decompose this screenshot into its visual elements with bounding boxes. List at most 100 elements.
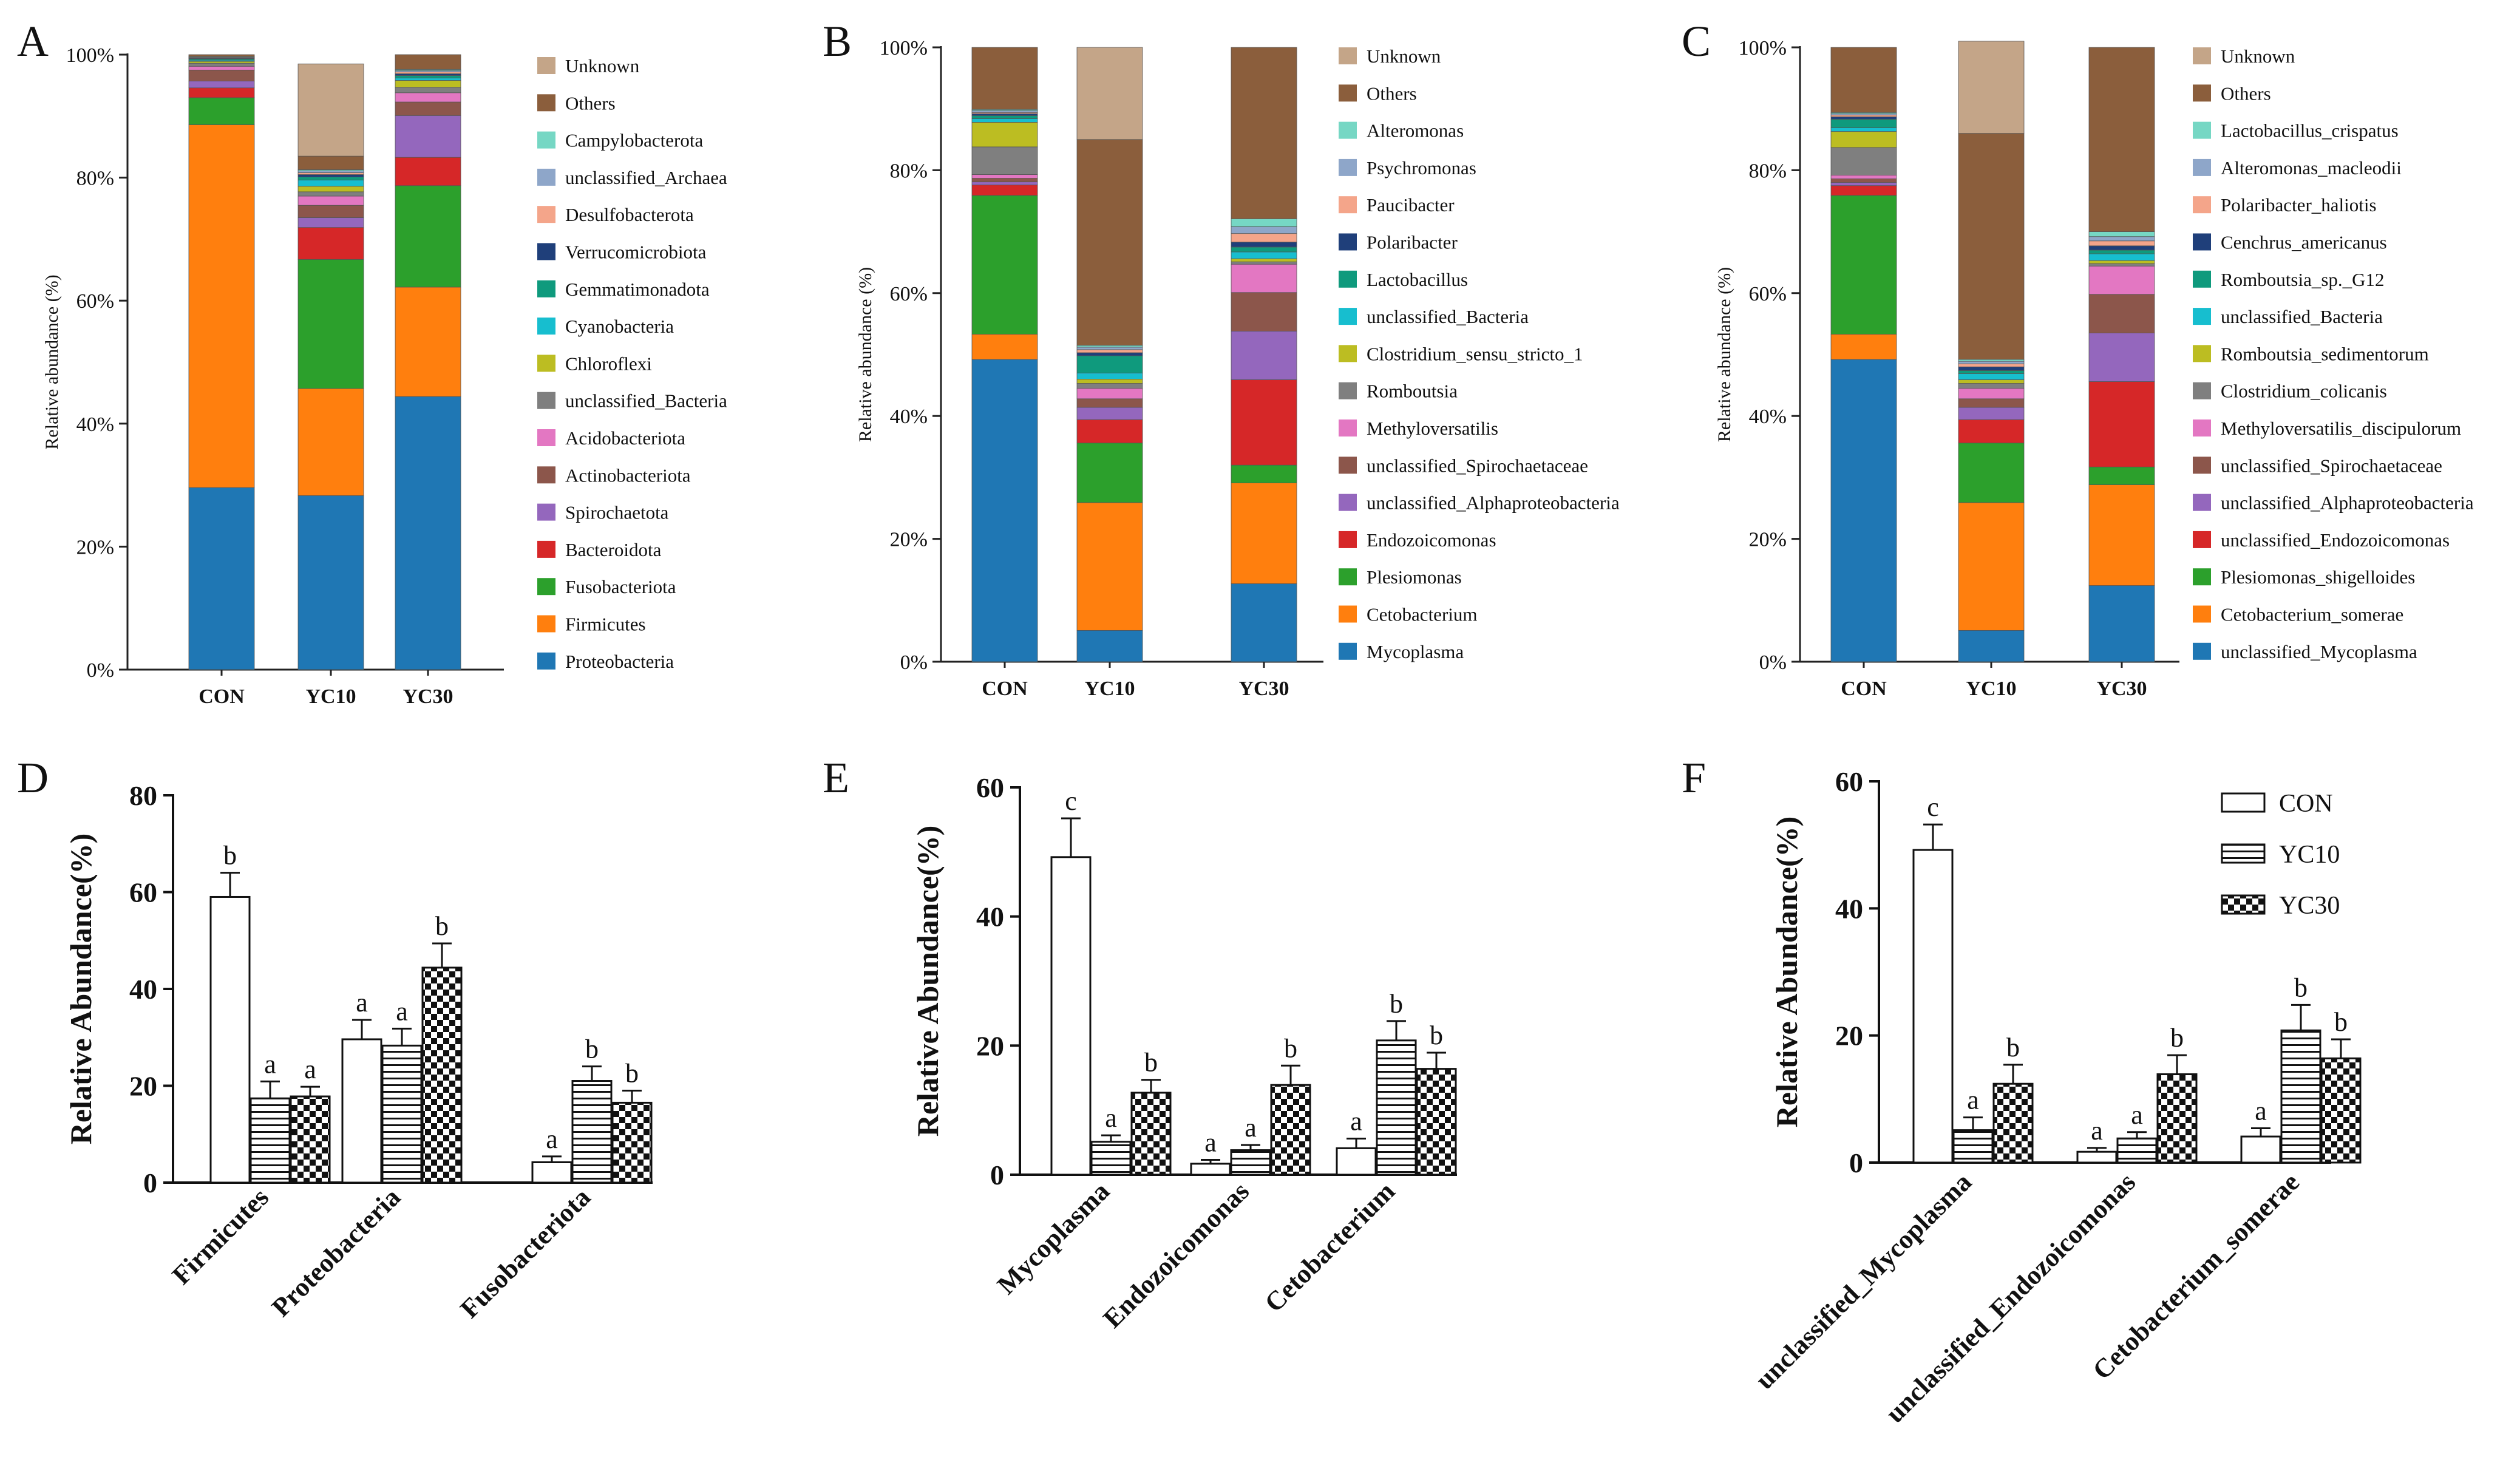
panel-b-bar-yc30-unclassified-spirochaetaceae [1231, 292, 1297, 331]
panel-b-bar-yc30-paucibacter [1231, 233, 1297, 243]
panel-a-y-tick-label: 100% [66, 44, 114, 67]
panel-c-legend-swatch-romboutsia-sp-g12 [2193, 270, 2211, 288]
panel-a-legend-swatch-fusobacteriota [537, 578, 555, 596]
panel-b-y-tick-label: 60% [890, 283, 928, 305]
panel-a-legend-swatch-desulfobacterota [537, 206, 555, 223]
panel-a-bar-yc10-spirochaetota [297, 217, 364, 228]
panel-letter-d: D [17, 753, 49, 802]
panel-c-legend-label-plesiomonas-shigelloides: Plesiomonas_shigelloides [2221, 566, 2415, 588]
panel-a-y-tick-label: 40% [76, 413, 114, 436]
panel-a-legend-label-desulfobacterota: Desulfobacterota [565, 204, 694, 225]
panel-a-legend-label-firmicutes: Firmicutes [565, 614, 646, 635]
panel-c-legend-swatch-alteromonas-macleodii [2193, 158, 2211, 176]
panel-d-bar-proteobacteria-con [341, 1038, 382, 1184]
panel-b-bar-con-cetobacterium [971, 334, 1038, 360]
panel-c-legend-label-unclassified-spirochaetaceae: unclassified_Spirochaetaceae [2221, 455, 2442, 476]
panel-e-y-tick-label: 20 [976, 1030, 1004, 1061]
panel-a-legend-label-acidobacteriota: Acidobacteriota [565, 427, 685, 449]
panel-d-sig-letter-firmicutes-con: b [223, 841, 237, 871]
panel-b-bar-con-unclassified-spirochaetaceae [971, 178, 1038, 183]
panel-b-legend-swatch-romboutsia [1339, 382, 1357, 399]
panel-a-legend-swatch-others [537, 94, 555, 112]
panel-b-legend-label-polaribacter: Polaribacter [1367, 232, 1458, 253]
panel-letter-a: A [17, 17, 49, 66]
panel-c-bar-yc10-methyloversatilis-discipulorum [1958, 388, 2025, 399]
panel-d-sig-letter-fusobacteriota-yc30: b [625, 1058, 639, 1088]
panel-b-legend-swatch-clostridium-sensu-stricto-1 [1339, 345, 1357, 362]
panel-a-legend-label-verrucomicrobiota: Verrucomicrobiota [565, 242, 707, 263]
panel-d-sig-letter-proteobacteria-yc10: a [396, 996, 408, 1026]
panel-e-bar-endozoicomonas-con [1190, 1163, 1231, 1176]
panel-c-bar-yc30-unclassified-mycoplasma [2088, 585, 2155, 662]
panel-a-bar-yc30-spirochaetota [395, 115, 461, 158]
panel-a-bar-yc30-verrucomicrobiota [395, 73, 461, 76]
panel-e-y-axis-label: Relative Abundance(%) [911, 826, 945, 1137]
panel-d-bar-proteobacteria-yc30 [421, 966, 463, 1184]
panel-b-bar-yc30-clostridium-sensu-stricto-1 [1231, 258, 1297, 262]
panel-b-bar-yc30-mycoplasma [1231, 583, 1297, 662]
panel-a-legend-swatch-unclassified-bacteria [537, 392, 555, 409]
panel-d-y-tick-label: 60 [129, 877, 157, 908]
panel-letter-c: C [1682, 17, 1711, 66]
panel-d-bar-firmicutes-yc10 [250, 1097, 291, 1184]
panel-a-legend-label-bacteroidota: Bacteroidota [565, 539, 662, 560]
panel-a-bar-con-fusobacteriota [188, 97, 255, 125]
panel-b-bar-yc10-unknown [1076, 47, 1143, 140]
panel-a-y-tick-label: 0% [87, 659, 114, 682]
panel-c-bar-yc30-plesiomonas-shigelloides [2088, 466, 2155, 485]
panel-b-bar-con-unclassified-alphaproteobacteria [971, 182, 1038, 186]
panel-f-bar-cetobacterium-somerae-yc30 [2320, 1057, 2362, 1164]
panel-e-bar-cetobacterium-yc10 [1376, 1039, 1417, 1176]
panel-a-bar-con-firmicutes [188, 124, 255, 488]
panel-c-legend-label-methyloversatilis-discipulorum: Methyloversatilis_discipulorum [2221, 418, 2461, 439]
panel-e-y-tick-label: 60 [976, 772, 1004, 803]
panel-b-bar-yc10-paucibacter [1076, 349, 1143, 353]
panel-a-y-tick-label: 20% [76, 536, 114, 559]
panel-f-sig-letter-unclassified-mycoplasma-yc10: a [1967, 1085, 1979, 1115]
panel-a-legend-label-cyanobacteria: Cyanobacteria [565, 316, 674, 337]
panel-c-bar-yc10-unclassified-mycoplasma [1958, 630, 2025, 662]
panel-b-stacked-chart: 0% 20% 40% 60% 80% 100% Relative abundance (%)… [855, 37, 1620, 700]
panel-b-y-tick-label: 80% [890, 160, 928, 182]
panel-c-bar-yc10-unknown [1958, 41, 2025, 134]
panel-c-legend-label-polaribacter-haliotis: Polaribacter_haliotis [2221, 194, 2377, 216]
panel-f-sig-letter-unclassified-mycoplasma-con: c [1927, 792, 1939, 822]
panel-a-x-tick-label-con: CON [199, 685, 245, 708]
panel-e-sig-letter-endozoicomonas-con: a [1204, 1128, 1217, 1158]
panel-a-bar-yc10-proteobacteria [297, 495, 364, 670]
panel-c-x-tick-label-con: CON [1841, 678, 1887, 700]
panel-f-bar-unclassified-mycoplasma-con [1912, 849, 1954, 1164]
panel-f-legend-label-yc10: YC10 [2279, 841, 2340, 869]
panel-a-bar-yc30-actinobacteriota [395, 101, 461, 116]
panel-e-bar-cetobacterium-yc30 [1416, 1068, 1457, 1176]
panel-b-legend-swatch-unclassified-bacteria [1339, 308, 1357, 325]
panel-c-y-tick-label: 20% [1749, 529, 1787, 551]
panel-a-legend-swatch-chloroflexi [537, 355, 555, 372]
panel-c-legend-label-unclassified-alphaproteobacteria: unclassified_Alphaproteobacteria [2221, 492, 2474, 514]
panel-f-bar-unclassified-endozoicomonas-yc30 [2156, 1073, 2198, 1164]
panel-f-sig-letter-cetobacterium-somerae-con: a [2255, 1096, 2267, 1126]
panel-c-bar-con-polaribacter-haliotis [1830, 114, 1897, 117]
panel-c-legend-swatch-unclassified-bacteria [2193, 308, 2211, 325]
panel-a-bar-con-actinobacteriota [188, 69, 255, 81]
panel-e-bar-mycoplasma-yc10 [1090, 1141, 1132, 1176]
panel-b-bar-con-others [971, 47, 1038, 110]
panel-d-sig-letter-firmicutes-yc10: a [264, 1049, 276, 1079]
panel-b-legend-label-methyloversatilis: Methyloversatilis [1367, 418, 1498, 439]
panel-f-bar-cetobacterium-somerae-con [2240, 1135, 2281, 1164]
panel-c-y-tick-label: 100% [1739, 37, 1787, 59]
panel-c-legend-swatch-lactobacillus-crispatus [2193, 121, 2211, 139]
panel-c-bar-con-unclassified-endozoicomonas [1830, 185, 1897, 196]
panel-b-bar-yc30-unclassified-bacteria [1231, 251, 1297, 259]
panel-b-bar-con-plesiomonas [971, 195, 1038, 335]
panel-letter-f: F [1682, 753, 1706, 802]
panel-b-legend-label-unknown: Unknown [1367, 46, 1441, 67]
panel-d-y-axis-label: Relative Abundance(%) [64, 834, 98, 1145]
panel-f-sig-letter-unclassified-endozoicomonas-yc30: b [2170, 1023, 2184, 1053]
panel-e-y-tick-label: 40 [976, 902, 1004, 932]
panel-f-legend-label-con: CON [2279, 790, 2333, 818]
panel-b-bar-yc30-romboutsia [1231, 261, 1297, 265]
panel-b-legend-swatch-methyloversatilis [1339, 419, 1357, 436]
